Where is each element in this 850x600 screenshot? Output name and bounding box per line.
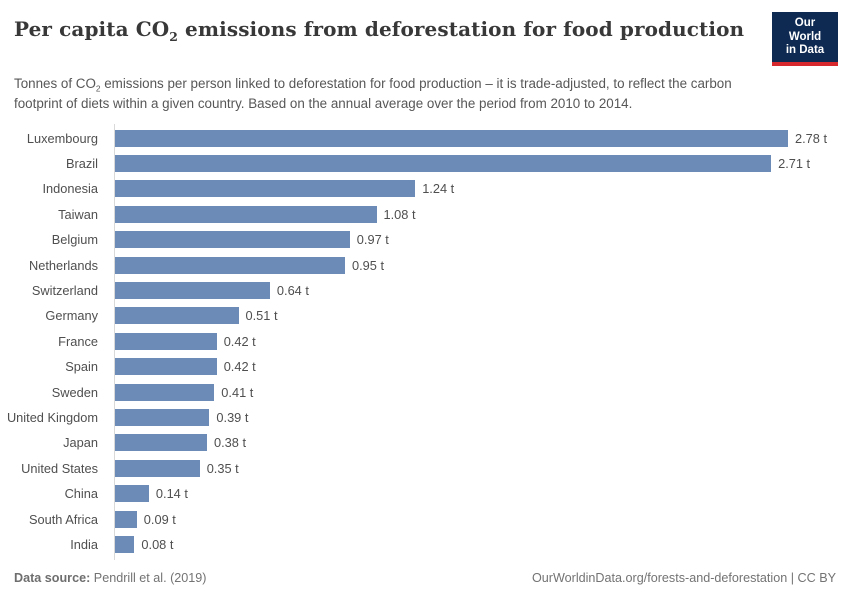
- chart-row: China 0.14 t: [0, 481, 850, 506]
- value-label: 0.41 t: [221, 384, 254, 400]
- title-text: Per capita CO: [14, 17, 170, 41]
- value-label: 0.95 t: [352, 257, 385, 273]
- chart-row: Sweden 0.41 t: [0, 379, 850, 404]
- bar: [115, 510, 137, 528]
- title-text: emissions from deforestation for food pr…: [177, 17, 745, 41]
- value-label: 2.78 t: [795, 130, 828, 146]
- country-label: Brazil: [66, 156, 98, 172]
- country-label: Netherlands: [28, 257, 98, 273]
- country-label: United Kingdom: [6, 409, 98, 425]
- country-label: Sweden: [51, 384, 98, 400]
- value-label: 0.97 t: [356, 232, 389, 248]
- logo-line-2: in Data: [785, 44, 825, 56]
- bar: [115, 459, 200, 477]
- credit-link: OurWorldinData.org/forests-and-deforesta…: [531, 570, 836, 585]
- chart-subtitle: Tonnes of CO2 emissions per person linke…: [14, 74, 764, 114]
- value-label: 0.51 t: [245, 308, 278, 324]
- data-source-value: Pendrill et al. (2019): [90, 570, 207, 585]
- logo-line-1: Our World: [788, 17, 822, 43]
- bar: [115, 231, 350, 249]
- country-label: Belgium: [51, 232, 98, 248]
- owid-logo: Our World in Data: [772, 12, 838, 66]
- country-label: United States: [21, 460, 98, 476]
- value-label: 0.38 t: [214, 435, 247, 451]
- subtitle-subscript: 2: [95, 83, 101, 94]
- country-label: Taiwan: [58, 206, 98, 222]
- y-axis-line: [114, 123, 115, 560]
- country-label: Spain: [65, 359, 98, 375]
- chart-row: United Kingdom 0.39 t: [0, 405, 850, 430]
- chart-row: South Africa 0.09 t: [0, 506, 850, 531]
- chart-header: Per capita CO2 emissions from deforestat…: [0, 0, 850, 114]
- bar: [115, 307, 239, 325]
- value-label: 0.35 t: [206, 460, 239, 476]
- chart-row: Japan 0.38 t: [0, 430, 850, 455]
- value-label: 0.14 t: [155, 486, 188, 502]
- chart-footer: Data source: Pendrill et al. (2019) OurW…: [0, 571, 850, 585]
- value-label: 0.08 t: [141, 536, 174, 552]
- chart-row: Belgium 0.97 t: [0, 227, 850, 252]
- chart-row: Germany 0.51 t: [0, 303, 850, 328]
- country-label: Japan: [63, 435, 98, 451]
- bar: [115, 256, 345, 274]
- country-label: France: [58, 333, 98, 349]
- chart-row: Brazil 2.71 t: [0, 151, 850, 176]
- chart-row: India 0.08 t: [0, 532, 850, 557]
- country-label: Indonesia: [42, 181, 99, 197]
- title-subscript: 2: [169, 29, 178, 44]
- country-label: South Africa: [28, 511, 98, 527]
- data-source-label: Data source:: [14, 570, 91, 585]
- country-label: Germany: [45, 308, 98, 324]
- subtitle-text: emissions per person linked to deforesta…: [14, 75, 732, 111]
- chart-row: Switzerland 0.64 t: [0, 278, 850, 303]
- chart-row: Luxembourg 2.78 t: [0, 126, 850, 151]
- value-label: 0.42 t: [223, 359, 256, 375]
- data-source: Data source: Pendrill et al. (2019): [14, 571, 207, 585]
- bar-chart-rows: Luxembourg 2.78 t Brazil 2.71 t Indonesia 1.2…: [0, 126, 850, 558]
- bar: [115, 535, 135, 553]
- country-label: India: [70, 536, 98, 552]
- value-label: 0.09 t: [143, 511, 176, 527]
- bar: [115, 434, 207, 452]
- value-label: 1.08 t: [383, 206, 416, 222]
- chart-title: Per capita CO2 emissions from deforestat…: [14, 15, 772, 43]
- chart-row: United States 0.35 t: [0, 456, 850, 481]
- country-label: China: [64, 486, 98, 502]
- value-label: 0.64 t: [276, 283, 309, 299]
- bar: [115, 485, 149, 503]
- bar: [115, 205, 377, 223]
- country-label: Switzerland: [31, 283, 98, 299]
- bar: [115, 180, 416, 198]
- bar: [115, 155, 772, 173]
- bar: [115, 129, 788, 147]
- bar-chart: Luxembourg 2.78 t Brazil 2.71 t Indonesia 1.2…: [0, 123, 850, 560]
- country-label: Luxembourg: [26, 130, 98, 146]
- bar: [115, 383, 215, 401]
- value-label: 0.39 t: [216, 409, 249, 425]
- value-label: 1.24 t: [422, 181, 455, 197]
- bar: [115, 358, 217, 376]
- chart-row: France 0.42 t: [0, 329, 850, 354]
- chart-row: Taiwan 1.08 t: [0, 202, 850, 227]
- value-label: 2.71 t: [778, 156, 811, 172]
- chart-row: Spain 0.42 t: [0, 354, 850, 379]
- bar: [115, 408, 210, 426]
- chart-row: Indonesia 1.24 t: [0, 176, 850, 201]
- bar: [115, 282, 270, 300]
- value-label: 0.42 t: [223, 333, 256, 349]
- chart-row: Netherlands 0.95 t: [0, 252, 850, 277]
- bar: [115, 332, 217, 350]
- subtitle-text: Tonnes of CO: [14, 75, 96, 91]
